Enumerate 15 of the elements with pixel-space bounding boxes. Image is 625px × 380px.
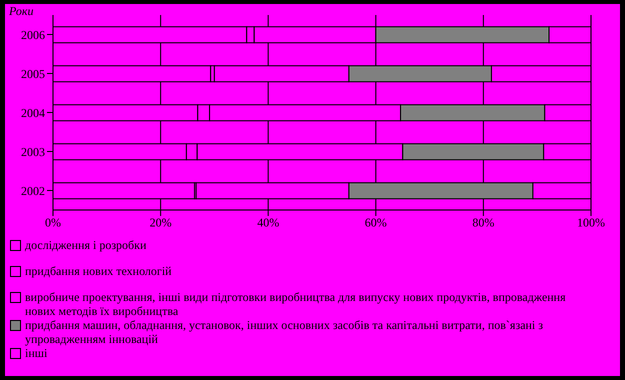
y-tick-label: 2003 [21,144,45,159]
y-tick-label: 2004 [21,106,45,120]
y-tick-label: 2002 [21,184,45,198]
legend-label: дослідження і розробки [25,238,146,252]
y-tick-label: 2005 [21,66,45,81]
x-tick-label: 40% [257,216,280,230]
legend-label: придбання нових технологій [25,264,172,278]
legend-label: інші [25,346,48,360]
x-tick-label: 100% [577,216,605,230]
x-tick-label: 60% [364,216,387,230]
x-tick-label: 0% [45,216,61,230]
y-axis-title: Роки [9,4,34,19]
y-tick-label: 2006 [21,28,45,42]
x-tick-label: 20% [150,216,172,230]
x-tick-label: 80% [472,216,494,230]
